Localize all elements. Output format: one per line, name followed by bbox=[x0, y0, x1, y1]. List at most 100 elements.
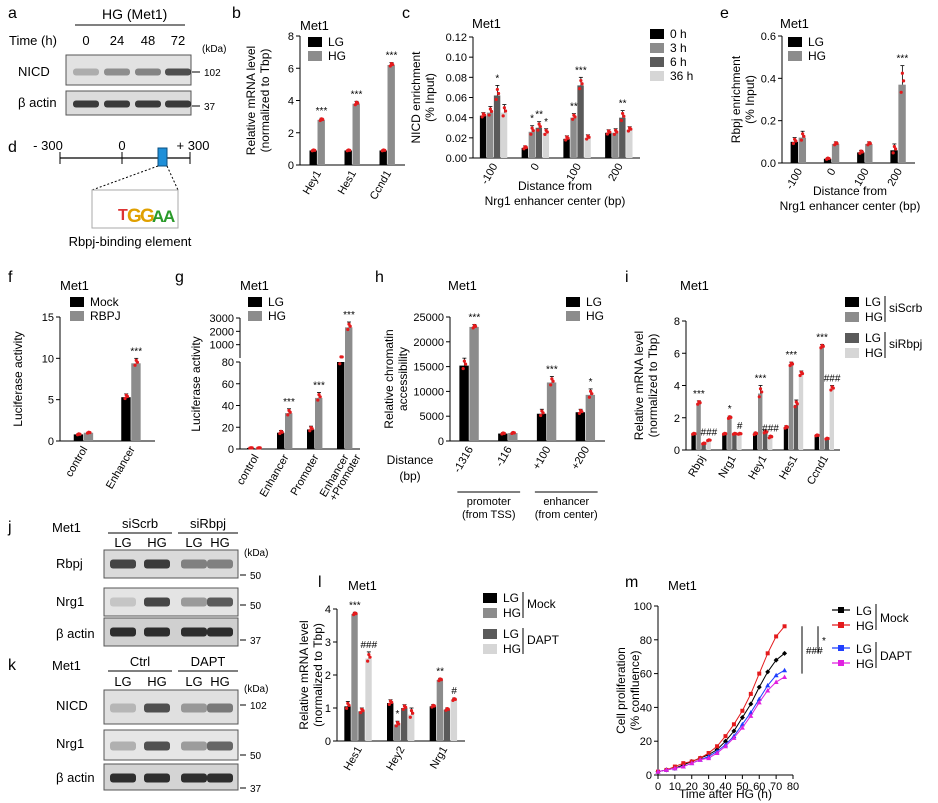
series-line bbox=[657, 669, 785, 773]
data-point bbox=[404, 705, 408, 709]
bar bbox=[443, 709, 451, 741]
data-point bbox=[536, 128, 540, 132]
data-point bbox=[348, 148, 352, 152]
data-point bbox=[703, 441, 707, 445]
b-ylabel: Relative mRNA level (normalized to Tbp) bbox=[244, 46, 272, 155]
legend-label: HG bbox=[808, 49, 826, 63]
data-point bbox=[409, 709, 414, 713]
blot-j-lane: HG bbox=[210, 535, 230, 550]
bar bbox=[307, 429, 315, 449]
data-point bbox=[387, 702, 391, 706]
bar bbox=[763, 432, 768, 450]
group-label: enhancer bbox=[543, 496, 589, 508]
panel-a: a HG (Met1) Time (h) 0 24 48 72 (kDa) NI… bbox=[8, 5, 226, 116]
bar bbox=[563, 138, 570, 158]
data-marker bbox=[731, 735, 737, 740]
legend-label: LG bbox=[503, 627, 519, 641]
y-tick-label: 20000 bbox=[413, 337, 444, 349]
data-point bbox=[354, 612, 358, 616]
significance-label: *** bbox=[283, 397, 295, 408]
data-point bbox=[391, 62, 395, 67]
bar bbox=[865, 143, 873, 163]
data-point bbox=[346, 327, 350, 332]
y-tick-label: 4 bbox=[288, 96, 294, 108]
sequence-logo: T G G A A bbox=[118, 206, 175, 227]
panel-j-label: j bbox=[7, 519, 12, 536]
bar bbox=[584, 137, 591, 158]
g-y-axis: 0 20 40 60 80 bbox=[222, 357, 241, 456]
data-point bbox=[696, 402, 700, 406]
data-point bbox=[698, 401, 702, 405]
data-marker bbox=[723, 738, 728, 744]
legend-marker bbox=[838, 622, 844, 628]
panel-label: m bbox=[625, 574, 638, 591]
data-point bbox=[488, 107, 492, 111]
legend-label: LG bbox=[865, 331, 881, 345]
legend-swatch bbox=[566, 311, 580, 321]
data-point bbox=[622, 114, 626, 118]
panel-label: f bbox=[8, 269, 13, 286]
data-marker bbox=[697, 757, 703, 762]
bar bbox=[758, 393, 763, 450]
data-point bbox=[125, 394, 130, 399]
data-point bbox=[383, 148, 387, 152]
y-axis-label: NICD enrichment bbox=[409, 51, 423, 144]
data-point bbox=[758, 387, 763, 391]
h-y-axis: 0 5000 10000 15000 20000 25000 bbox=[413, 312, 451, 448]
data-point bbox=[316, 398, 320, 402]
data-point bbox=[765, 430, 769, 434]
data-point bbox=[502, 431, 506, 435]
data-marker bbox=[731, 722, 736, 727]
data-point bbox=[608, 130, 612, 134]
data-point bbox=[615, 130, 619, 134]
significance-label: ### bbox=[824, 374, 841, 385]
data-marker bbox=[774, 634, 779, 639]
bar bbox=[365, 658, 372, 741]
bar bbox=[575, 412, 586, 441]
significance-label: * bbox=[530, 114, 534, 125]
data-point bbox=[802, 134, 806, 138]
data-point bbox=[347, 703, 351, 707]
data-point bbox=[537, 122, 541, 126]
data-point bbox=[250, 446, 254, 450]
data-point bbox=[123, 396, 127, 401]
bar bbox=[701, 443, 706, 450]
blot-a-time: 0 bbox=[82, 33, 89, 48]
legend-swatch bbox=[845, 333, 859, 343]
y-tick-label: 8 bbox=[288, 31, 294, 43]
group-label: (from TSS) bbox=[462, 509, 516, 521]
bar bbox=[790, 141, 799, 163]
blot-band bbox=[181, 627, 207, 637]
rbpj-element-caption: Rbpj-binding element bbox=[69, 234, 192, 249]
panel-label: c bbox=[402, 5, 410, 22]
bar bbox=[394, 724, 401, 741]
data-marker bbox=[731, 728, 737, 734]
legend-swatch bbox=[650, 43, 664, 53]
blot-band bbox=[144, 741, 170, 751]
data-point bbox=[529, 132, 533, 136]
significance-label: *** bbox=[575, 65, 587, 76]
x-tick-label: -116 bbox=[494, 445, 515, 469]
blot-band bbox=[110, 559, 136, 569]
bar bbox=[408, 714, 415, 741]
data-point bbox=[359, 711, 363, 715]
significance-label: * bbox=[544, 117, 548, 128]
bar bbox=[819, 346, 824, 450]
logo-letter: T bbox=[118, 207, 128, 224]
panel-label: b bbox=[232, 5, 241, 22]
blot-k-cell: Met1 bbox=[52, 658, 81, 673]
data-point bbox=[489, 109, 494, 114]
f-bars: *** bbox=[73, 346, 142, 441]
significance-label: # bbox=[737, 421, 743, 432]
y-tick-label: 60 bbox=[640, 669, 652, 681]
data-point bbox=[308, 429, 312, 433]
blot-band bbox=[104, 68, 130, 76]
blot-band bbox=[181, 559, 207, 569]
data-point bbox=[502, 106, 506, 110]
legend-label: 0 h bbox=[670, 27, 687, 41]
logo-letter: A bbox=[163, 207, 175, 226]
x-tick-label: control bbox=[63, 445, 90, 480]
data-point bbox=[755, 431, 759, 436]
